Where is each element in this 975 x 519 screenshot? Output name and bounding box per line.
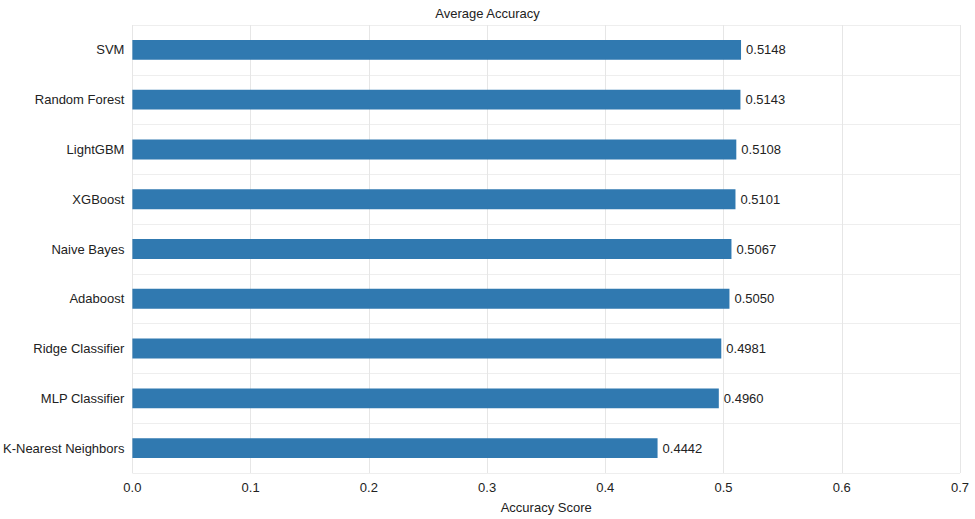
svg-text:MLP Classifier: MLP Classifier [41, 391, 125, 406]
svg-text:Accuracy Score: Accuracy Score [501, 500, 592, 515]
svg-text:0.2: 0.2 [360, 480, 378, 495]
svg-text:Random Forest: Random Forest [35, 92, 125, 107]
svg-text:XGBoost: XGBoost [72, 192, 124, 207]
svg-text:0.0: 0.0 [123, 480, 141, 495]
svg-text:0.4981: 0.4981 [726, 341, 766, 356]
svg-text:0.3: 0.3 [478, 480, 496, 495]
svg-text:0.4442: 0.4442 [663, 441, 703, 456]
svg-text:0.4: 0.4 [596, 480, 614, 495]
svg-text:0.5148: 0.5148 [746, 42, 786, 57]
svg-text:0.7: 0.7 [951, 480, 969, 495]
svg-text:0.6: 0.6 [833, 480, 851, 495]
svg-text:LightGBM: LightGBM [67, 142, 125, 157]
svg-text:0.5: 0.5 [714, 480, 732, 495]
svg-text:SVM: SVM [96, 42, 124, 57]
svg-text:0.5101: 0.5101 [740, 192, 780, 207]
svg-text:0.5067: 0.5067 [736, 242, 776, 257]
svg-text:0.5108: 0.5108 [741, 142, 781, 157]
svg-text:0.1: 0.1 [242, 480, 260, 495]
svg-text:Naive Bayes: Naive Bayes [51, 242, 124, 257]
svg-text:0.4960: 0.4960 [724, 391, 764, 406]
svg-text:Adaboost: Adaboost [69, 291, 124, 306]
svg-text:0.5050: 0.5050 [734, 291, 774, 306]
svg-text:K-Nearest Neighbors: K-Nearest Neighbors [3, 441, 125, 456]
svg-text:Ridge Classifier: Ridge Classifier [33, 341, 125, 356]
svg-text:0.5143: 0.5143 [745, 92, 785, 107]
svg-text:Average Accuracy: Average Accuracy [435, 6, 540, 21]
